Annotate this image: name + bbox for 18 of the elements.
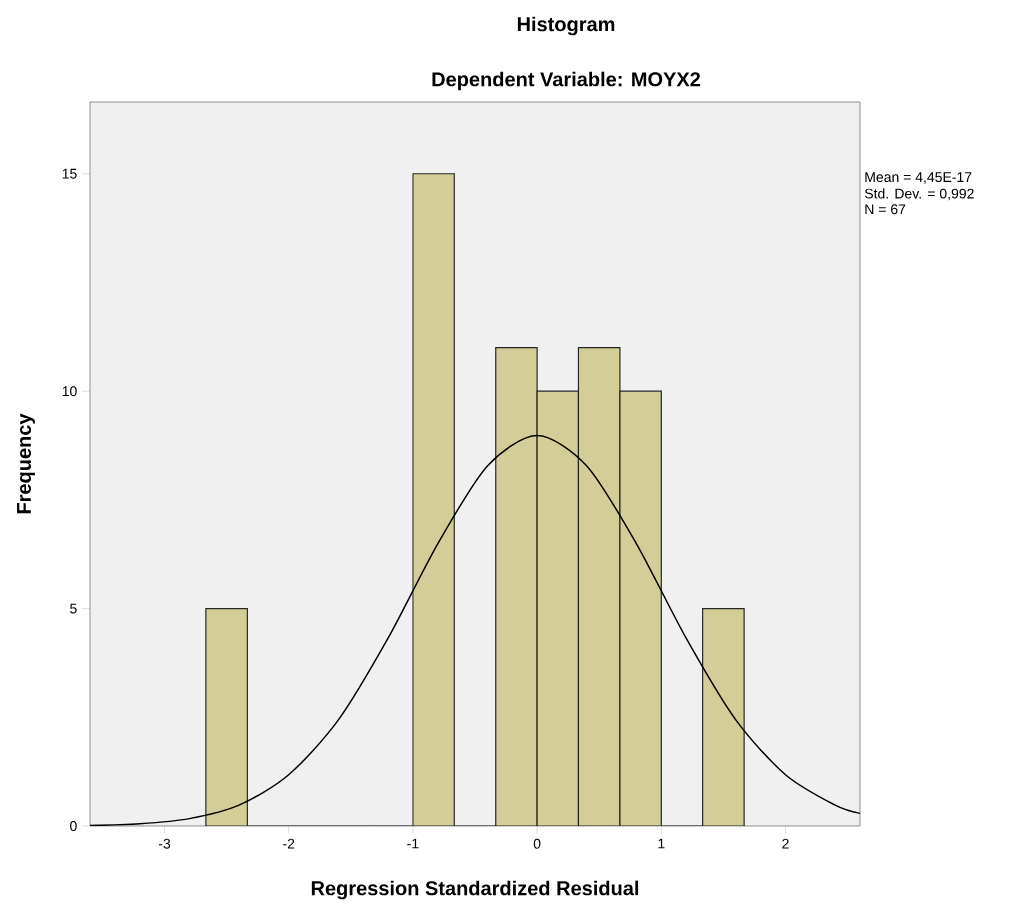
x-tick-label: 0 xyxy=(533,838,541,849)
x-tick-label: -2 xyxy=(283,838,295,849)
y-tick-label: 5 xyxy=(70,603,77,614)
chart-subtitle: Dependent Variable: MOYX2 xyxy=(432,71,701,91)
y-tick-label: 10 xyxy=(62,386,77,397)
text: Mean = 4,45E-17 xyxy=(865,172,972,184)
x-tick-label: -3 xyxy=(158,838,171,849)
x-axis-title: Regression Standardized Residual xyxy=(311,880,639,900)
text: Std. Dev. = 0,992 xyxy=(864,188,974,201)
x-tick-label: 1 xyxy=(658,838,665,849)
chart-title: Histogram xyxy=(517,16,615,36)
line-series xyxy=(90,434,861,826)
y-tick-label: 0 xyxy=(70,821,77,831)
x-tick-label: -1 xyxy=(407,838,419,849)
y-tick-label: 15 xyxy=(62,168,77,179)
y-axis-title: Frequency xyxy=(17,413,35,514)
text: N = 67 xyxy=(865,204,906,215)
x-tick-label: 2 xyxy=(782,838,789,849)
